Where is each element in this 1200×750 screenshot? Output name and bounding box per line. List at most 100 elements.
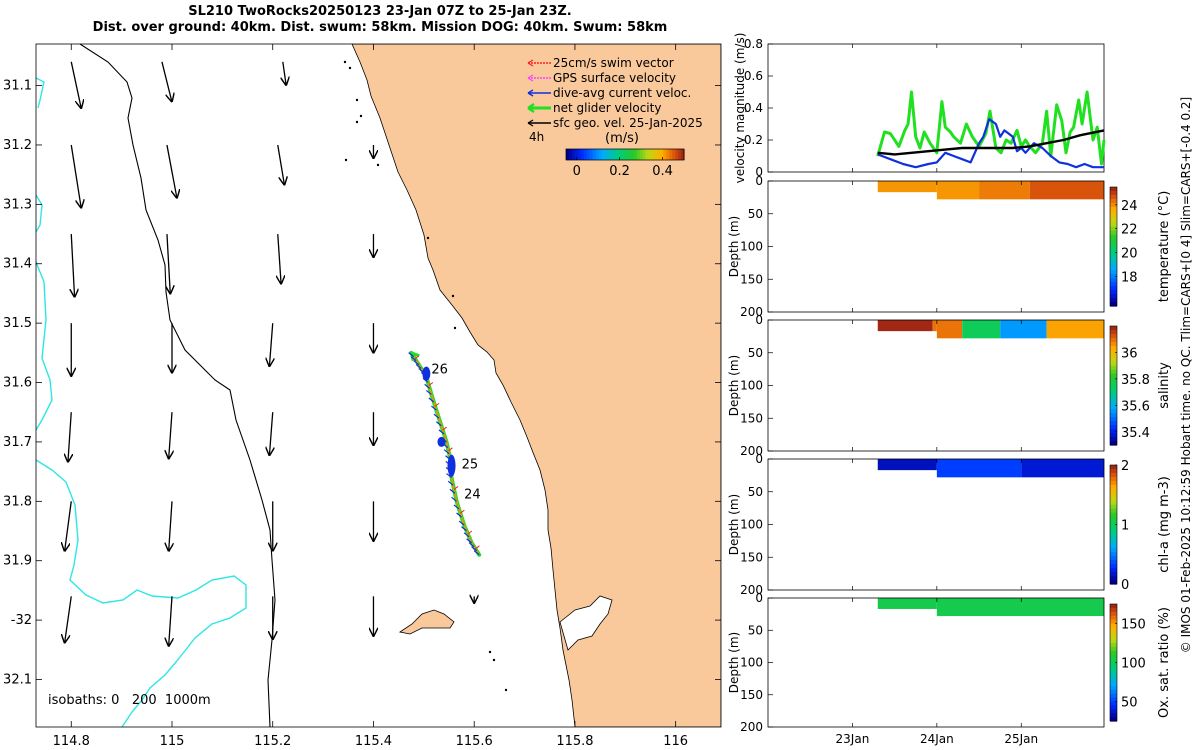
speed-colorbar-frame (565, 148, 685, 161)
geo-vector-arrow (166, 144, 177, 198)
time-tick-label: 23Jan (836, 732, 870, 746)
speed-colorbar-cell (610, 149, 614, 160)
colorbar-units-label: (m/s) (605, 131, 639, 146)
section-panel: 0 50 100 150 200 Depth (m) 18 20 22 24 temperature… (727, 174, 1172, 319)
coast-dot (344, 158, 348, 162)
map-ytick-label: -32 (11, 613, 32, 628)
section-colorbar-cell (1110, 604, 1117, 609)
section-ytick-label: 50 (748, 207, 763, 221)
section-colorbar-cell (1110, 678, 1117, 683)
current-vector (433, 413, 440, 419)
section-colorbar-cell (1110, 650, 1117, 656)
section-ylabel: Depth (m) (727, 632, 741, 693)
swim-vector (467, 530, 473, 535)
section-colorbar-label: salinity (1157, 362, 1172, 409)
section-colorbar-cell (1110, 393, 1117, 398)
section-colorbar-cell (1110, 433, 1117, 438)
section-colorbar-cell (1110, 210, 1117, 216)
section-ytick-label: 0 (755, 591, 763, 605)
current-vector (468, 542, 475, 548)
section-colorbar-cell (1110, 190, 1117, 196)
legend-swim: 25cm/s swim vector (527, 56, 674, 70)
section-colorbar-cell (1110, 492, 1117, 498)
section-ytick-label: 50 (748, 346, 763, 360)
section-colorbar-cell (1110, 662, 1117, 667)
geo-vector-arrow (70, 144, 81, 208)
current-vector (435, 421, 442, 427)
section-colorbar-cell (1110, 326, 1117, 331)
section-background (768, 459, 1104, 590)
section-colorbar-cell (1110, 615, 1117, 621)
current-vector (413, 360, 420, 366)
section-colorbar-cell (1110, 674, 1117, 679)
section-data-band (936, 459, 1022, 478)
section-colorbar-cell (1110, 333, 1117, 339)
section-ytick-label: 150 (740, 550, 763, 564)
geo-vector-arrow (65, 596, 72, 642)
velocity-series-line (877, 129, 1105, 156)
section-colorbar-cell (1110, 187, 1117, 192)
section-colorbar-cell (1110, 496, 1117, 502)
isobath-1000m (36, 77, 247, 727)
section-colorbar-cell (1110, 409, 1117, 414)
section-colorbar-cell (1110, 619, 1117, 625)
section-colorbar-cell (1110, 560, 1117, 565)
section-colorbar-cell (1110, 504, 1117, 510)
swim-vector (428, 382, 434, 386)
section-colorbar-cell (1110, 488, 1117, 494)
day-label: 25 (462, 458, 479, 473)
section-colorbar-cell (1110, 222, 1117, 228)
section-colorbar-cell (1110, 564, 1117, 569)
section-colorbar-cell (1110, 697, 1117, 703)
speed-colorbar-tick-label: 0 (573, 164, 581, 179)
section-colorbar-cell (1110, 623, 1117, 628)
section-ytick-label: 100 (740, 379, 763, 393)
coast-dot (451, 294, 455, 298)
velocity-ytick-label: 0.4 (744, 101, 763, 115)
speed-colorbar-cell (669, 149, 673, 160)
section-colorbar-cell (1110, 194, 1117, 200)
velocity-ylabel: velocity magnitude (m/s) (733, 33, 747, 184)
section-colorbar-cell (1110, 250, 1117, 256)
section-colorbar-cell (1110, 282, 1117, 287)
section-ytick-label: 150 (740, 272, 763, 286)
map-xtick-label: 116 (663, 734, 688, 749)
current-vector-cluster (447, 454, 456, 477)
current-vector (415, 364, 422, 369)
speed-colorbar-cell (660, 149, 664, 160)
section-colorbar-cell (1110, 226, 1117, 232)
current-vector (466, 538, 473, 544)
geo-vector-arrow (278, 234, 281, 284)
time-tick-label: 25Jan (1004, 732, 1038, 746)
section-colorbar-cell (1110, 337, 1117, 343)
section-colorbar-cell (1110, 397, 1117, 402)
section-colorbar-tick-label: 2 (1121, 459, 1129, 474)
speed-colorbar-tick-label: 0.4 (652, 164, 673, 179)
section-colorbar-cell (1110, 341, 1117, 347)
map-ytick-label: 31.3 (3, 197, 32, 212)
section-colorbar-cell (1110, 693, 1117, 699)
section-data-band (936, 598, 1104, 617)
map-ytick-label: 31.4 (3, 257, 32, 272)
section-colorbar-cell (1110, 701, 1117, 706)
velocity-ytick-label: 0.8 (744, 37, 763, 51)
section-colorbar-cell (1110, 373, 1117, 379)
section-ytick-label: 200 (740, 305, 763, 319)
section-colorbar-cell (1110, 377, 1117, 383)
legend-swim-head (527, 59, 534, 67)
section-colorbar-cell (1110, 345, 1117, 351)
velocity-ytick-label: 0.6 (744, 69, 763, 83)
speed-colorbar-cell (604, 149, 608, 160)
section-colorbar-tick-label: 20 (1121, 246, 1138, 261)
section-colorbar-cell (1110, 385, 1117, 391)
glider-track (408, 350, 482, 557)
map-xtick-label: 115.8 (556, 734, 593, 749)
day-label: 24 (464, 487, 481, 502)
speed-colorbar-cell (566, 149, 570, 160)
speed-colorbar-cell (654, 149, 659, 160)
time-tick-label: 24Jan (920, 732, 954, 746)
section-colorbar-cell (1110, 262, 1117, 267)
speed-colorbar-cell (619, 149, 623, 160)
current-vector (424, 383, 431, 389)
section-panel: 0 50 100 150 200 Depth (m) 35.4 35.6 35.8 36 salin… (727, 313, 1172, 458)
